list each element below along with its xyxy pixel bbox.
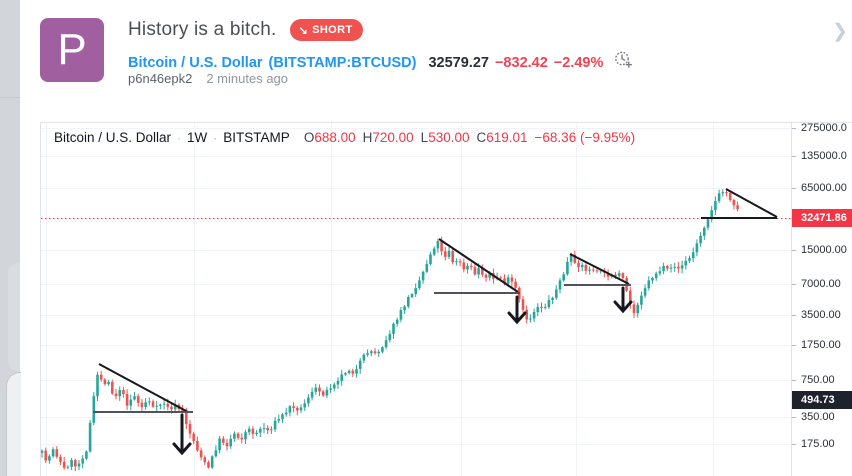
author-link[interactable]: p6n46epk2 xyxy=(128,71,193,86)
chevron-right-icon[interactable]: ❯ xyxy=(832,21,848,42)
axis-price-label: 65000.00 xyxy=(792,182,847,194)
legend-ohlc: O688.00 H720.00 L530.00 C619.01 −68.36 (… xyxy=(303,130,636,145)
chart-legend: Bitcoin / U.S. Dollar · 1W · BITSTAMP O6… xyxy=(54,130,636,145)
legend-interval: 1W xyxy=(187,130,208,145)
axis-price-label: 275000.0 xyxy=(792,123,847,134)
price-change-pct: −2.49% xyxy=(553,55,604,71)
legend-exchange: BITSTAMP xyxy=(223,130,290,145)
candlestick-chart[interactable] xyxy=(41,123,791,476)
short-badge: ↘ SHORT xyxy=(290,19,363,41)
axis-price-label: 3500.00 xyxy=(792,309,841,321)
open-value: 688.00 xyxy=(314,130,356,145)
axis-price-label: 750.00 xyxy=(792,374,835,386)
high-value: 720.00 xyxy=(372,130,414,145)
last-price-badge: 32471.86 xyxy=(792,209,852,227)
author-row: p6n46epk2 2 minutes ago xyxy=(128,71,288,86)
chart-card: Bitcoin / U.S. Dollar · 1W · BITSTAMP O6… xyxy=(40,122,852,476)
short-badge-label: SHORT xyxy=(312,24,353,36)
avatar[interactable]: P xyxy=(40,18,104,82)
current-price: 32579.27 xyxy=(428,55,489,71)
low-value: 530.00 xyxy=(428,130,470,145)
edge-divider xyxy=(0,97,20,98)
legend-symbol: Bitcoin / U.S. Dollar xyxy=(54,130,172,145)
close-value: 619.01 xyxy=(486,130,528,145)
symbol-ticker-link[interactable]: (BITSTAMP:BTCUSD) xyxy=(268,55,417,71)
symbol-row: Bitcoin / U.S. Dollar (BITSTAMP:BTCUSD) … xyxy=(128,47,633,71)
symbol-name-link[interactable]: Bitcoin / U.S. Dollar xyxy=(128,55,263,71)
title-row: History is a bitch. ↘ SHORT xyxy=(128,19,363,41)
arrow-down-right-icon: ↘ xyxy=(298,24,309,37)
timestamp: 2 minutes ago xyxy=(206,71,289,86)
feed-edge-strip xyxy=(0,0,21,476)
alert-clock-plus-icon xyxy=(615,51,633,68)
low-price-badge: 494.73 xyxy=(792,391,852,409)
bar-change: −68.36 (−9.95%) xyxy=(534,130,636,145)
axis-price-label: 175.00 xyxy=(792,438,835,450)
add-alert-button[interactable] xyxy=(613,49,633,73)
axis-price-label: 7000.00 xyxy=(792,278,841,290)
price-axis[interactable]: 275000.0 135000.0 65000.00 15000.00 7000.00 3… xyxy=(791,123,852,476)
axis-price-label: 135000.0 xyxy=(792,150,847,162)
axis-price-label: 1750.00 xyxy=(792,339,841,351)
axis-price-label: 350.00 xyxy=(792,411,835,423)
idea-title[interactable]: History is a bitch. xyxy=(128,19,277,40)
axis-price-label: 15000.00 xyxy=(792,244,847,256)
edge-card-fragment xyxy=(6,372,21,476)
edge-card-fragment xyxy=(8,263,20,371)
price-change-abs: −832.42 xyxy=(494,55,548,71)
